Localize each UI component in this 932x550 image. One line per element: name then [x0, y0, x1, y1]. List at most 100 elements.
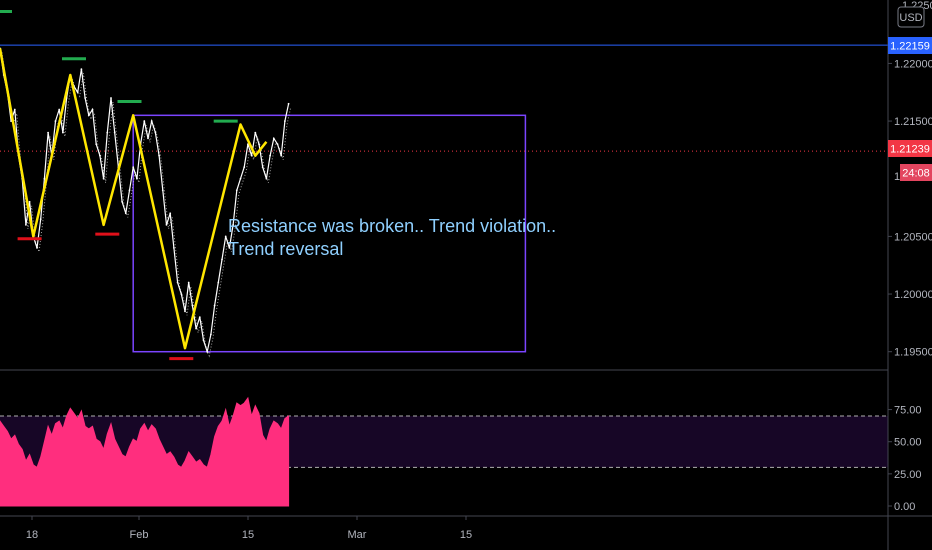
price-point — [176, 281, 179, 284]
rsi-pane[interactable] — [0, 396, 888, 507]
resistance-price-tag: 1.22159 — [888, 37, 932, 54]
price-point — [110, 97, 112, 99]
price-point — [280, 154, 283, 157]
price-point — [165, 223, 168, 226]
price-point — [228, 247, 231, 249]
price-point — [239, 177, 242, 180]
price-point — [99, 154, 101, 157]
currency-label: USD — [899, 12, 922, 24]
price-axis-label: 1.20500 — [894, 231, 932, 243]
price-axis-label: 1.19500 — [894, 347, 932, 359]
rsi-axis-label: 50.00 — [894, 437, 922, 449]
price-point — [106, 131, 109, 134]
current-price-tag-label: 1.21239 — [890, 144, 930, 156]
price-point — [76, 91, 79, 94]
trend-reversal-box[interactable] — [132, 114, 527, 353]
price-point — [36, 247, 38, 249]
rsi-area[interactable] — [0, 396, 290, 507]
time-axis[interactable]: 18 Feb 15 Mar 15 — [26, 516, 472, 541]
price-point — [28, 200, 31, 203]
price-shadow-line — [1, 52, 292, 358]
price-point — [25, 223, 27, 226]
rsi-axis-label: 25.00 — [894, 469, 922, 481]
price-point — [202, 339, 205, 342]
rsi-axis-label: 75.00 — [894, 405, 922, 417]
price-point — [217, 281, 220, 284]
price-point — [258, 143, 260, 146]
price-point — [124, 212, 127, 215]
price-point — [132, 166, 135, 169]
price-point — [13, 108, 16, 111]
price-point — [250, 154, 253, 157]
price-point — [154, 131, 157, 134]
price-axis-partial-label: 1. — [894, 171, 903, 183]
price-point — [102, 177, 105, 180]
annotation-line-1: Resistance was broken.. Trend violation.… — [228, 216, 556, 236]
price-point — [276, 143, 279, 146]
current-price-tag: 1.21239 — [888, 140, 932, 157]
price-point — [143, 120, 146, 122]
time-axis-label: 18 — [26, 529, 38, 541]
price-point — [191, 304, 194, 307]
price-point — [39, 218, 42, 220]
price-point — [210, 333, 212, 336]
countdown-tag: 24:08 — [900, 164, 932, 181]
price-point — [158, 154, 161, 157]
price-point — [128, 189, 131, 192]
rsi-axis-label: 0.00 — [894, 501, 915, 513]
price-axis-label: 1.20000 — [894, 289, 932, 301]
price-point — [147, 137, 149, 140]
price-point — [184, 310, 186, 313]
price-point — [121, 200, 123, 203]
annotation-line-2: Trend reversal — [228, 239, 343, 259]
price-point — [254, 131, 257, 134]
price-point — [265, 177, 268, 180]
price-point — [87, 114, 90, 117]
price-point — [95, 143, 98, 146]
countdown-tag-label: 24:08 — [902, 168, 930, 180]
price-pane[interactable] — [0, 10, 888, 361]
price-point — [54, 120, 57, 122]
price-point — [261, 166, 264, 169]
price-point — [161, 189, 164, 192]
currency-button[interactable] — [897, 6, 925, 28]
price-point — [84, 97, 86, 99]
price-point — [243, 166, 246, 169]
price-point — [195, 327, 198, 330]
price-point — [113, 131, 116, 134]
price-point — [58, 108, 61, 111]
price-axis-label: 1.22000 — [894, 58, 932, 70]
price-point — [169, 212, 172, 215]
price-point — [91, 108, 94, 111]
price-point — [232, 223, 235, 226]
time-axis-label: Feb — [130, 529, 149, 541]
price-point — [213, 304, 216, 307]
price-point — [80, 68, 83, 71]
price-point — [284, 120, 286, 122]
time-axis-label: Mar — [348, 529, 367, 541]
price-point — [136, 177, 138, 180]
price-content — [0, 10, 888, 361]
price-point — [43, 177, 46, 180]
price-point — [150, 120, 153, 122]
resistance-tag-label: 1.22159 — [890, 41, 930, 53]
price-point — [62, 131, 64, 134]
price-axis[interactable]: 1.22500 USD 1. 1.220001.215001.205001.20… — [888, 0, 932, 359]
price-point — [173, 247, 175, 249]
zigzag-line[interactable] — [0, 48, 268, 350]
price-point — [224, 235, 227, 238]
price-point — [272, 137, 275, 140]
time-axis-label: 15 — [242, 529, 254, 541]
price-point — [287, 102, 290, 105]
price-point — [269, 154, 271, 157]
price-point — [187, 281, 190, 284]
price-point — [47, 131, 49, 134]
price-point — [221, 258, 223, 261]
price-point — [198, 316, 201, 319]
price-point — [180, 293, 183, 295]
price-point — [206, 350, 209, 353]
price-point — [235, 189, 238, 192]
rsi-axis[interactable]: 75.00 50.00 25.00 0.00 — [888, 405, 922, 513]
time-axis-label: 15 — [460, 529, 472, 541]
